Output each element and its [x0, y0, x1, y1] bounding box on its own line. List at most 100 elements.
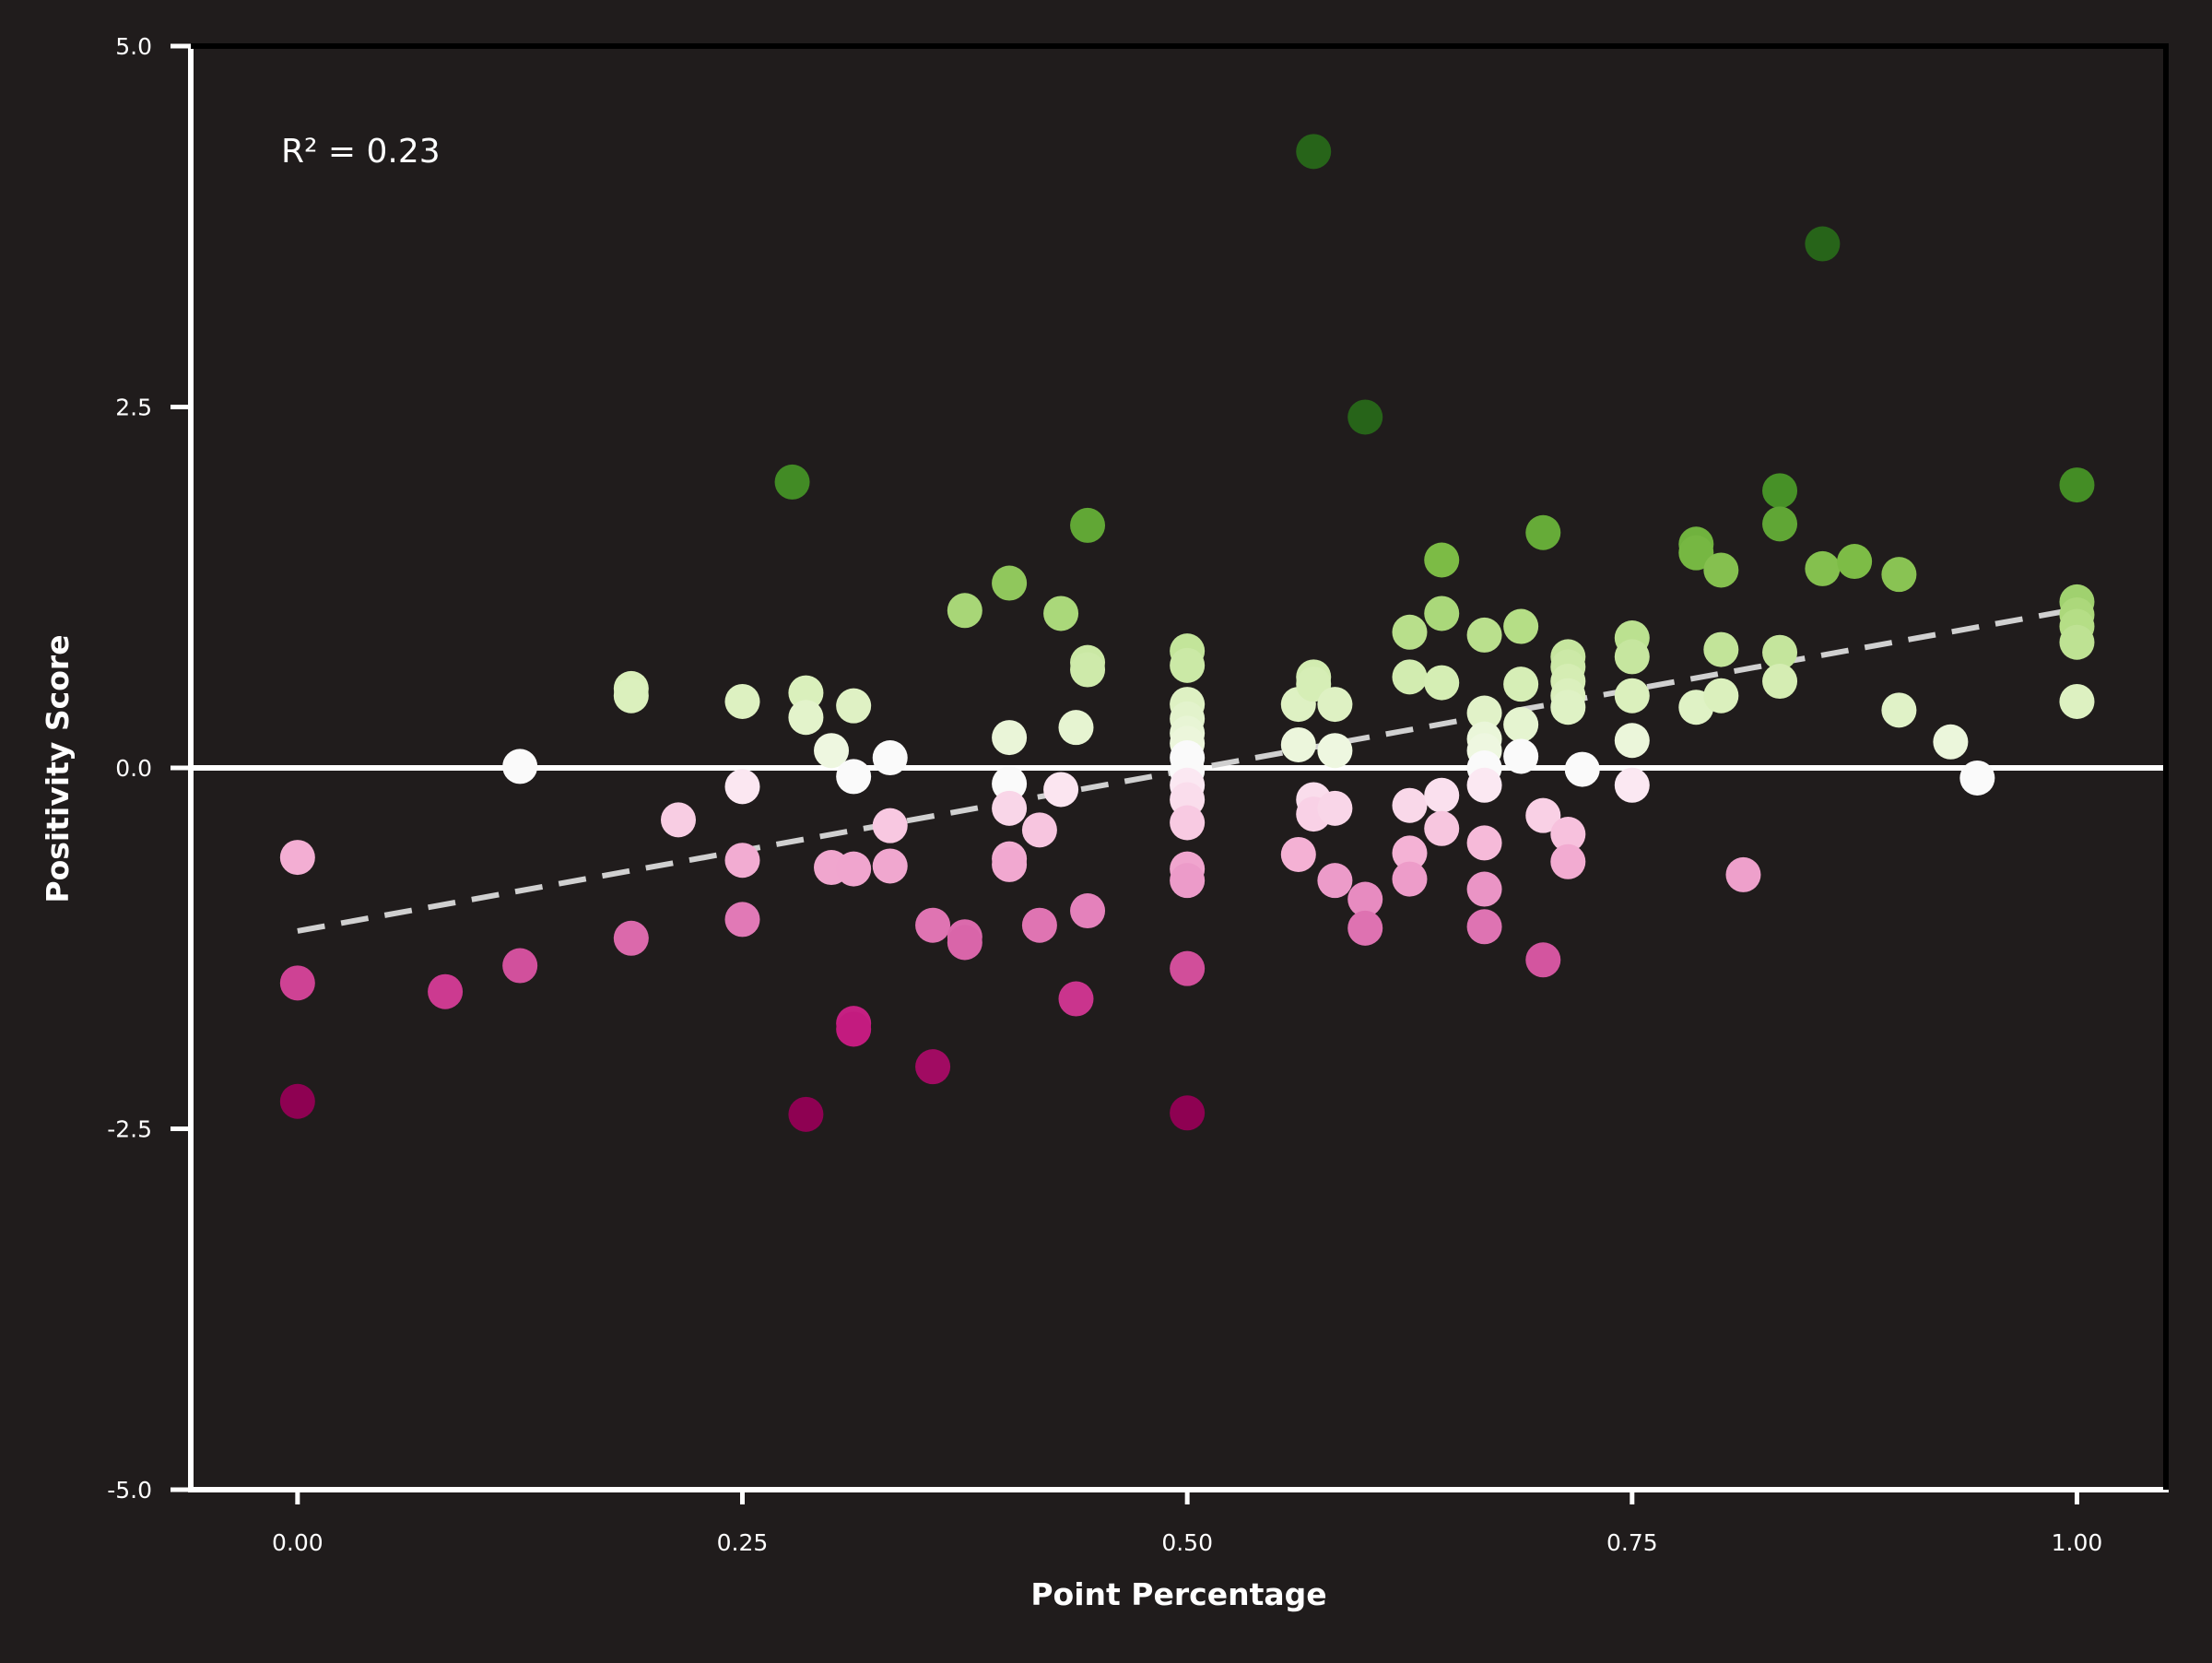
scatter-point	[279, 840, 315, 876]
scatter-point	[1424, 542, 1460, 578]
scatter-point	[1762, 664, 1798, 700]
scatter-point	[1678, 535, 1714, 571]
scatter-point	[1805, 226, 1841, 262]
scatter-point	[724, 683, 760, 719]
scatter-point	[724, 902, 760, 938]
scatter-point	[1725, 856, 1761, 892]
scatter-point	[279, 1083, 315, 1119]
scatter-point	[1466, 617, 1502, 653]
scatter-point	[1424, 596, 1460, 631]
scatter-point	[724, 769, 760, 805]
scatter-point	[1762, 473, 1798, 509]
scatter-point	[1614, 767, 1650, 803]
scatter-point	[1466, 871, 1502, 907]
scatter-point	[1525, 797, 1561, 833]
scatter-point	[788, 700, 824, 736]
scatter-point	[724, 843, 760, 879]
scatter-point	[1525, 514, 1561, 550]
x-tick-label: 0.50	[1161, 1529, 1213, 1556]
scatter-point	[1466, 909, 1502, 945]
scatter-point	[1762, 506, 1798, 542]
axis-ticks: 0.00 0.25 0.50 0.75 1.00 5.0 2.5 0.0 -2.5 -5.0	[107, 33, 2102, 1556]
axes-frame	[188, 43, 2169, 1492]
x-tick-label: 0.00	[272, 1529, 324, 1556]
scatter-point	[1392, 659, 1428, 695]
scatter-point	[1392, 861, 1428, 897]
scatter-point	[1703, 678, 1739, 714]
scatter-point	[1503, 666, 1539, 702]
scatter-point	[1424, 665, 1460, 701]
scatter-point	[1614, 678, 1650, 714]
data-points	[279, 134, 2095, 1132]
scatter-point	[2059, 683, 2095, 719]
scatter-point	[836, 759, 872, 795]
x-tick-label: 1.00	[2052, 1529, 2103, 1556]
scatter-point	[1503, 738, 1539, 774]
scatter-point	[1933, 724, 1969, 760]
scatter-point	[1347, 881, 1383, 917]
scatter-point	[613, 678, 649, 714]
scatter-point	[774, 464, 810, 500]
scatter-point	[1550, 843, 1586, 879]
x-tick-label: 0.25	[717, 1529, 769, 1556]
scatter-point	[502, 749, 538, 784]
scatter-point	[1043, 596, 1079, 631]
y-tick-label: -5.0	[107, 1477, 152, 1504]
scatter-point	[1392, 614, 1428, 650]
scatter-point	[1424, 777, 1460, 813]
scatter-point	[1392, 787, 1428, 823]
y-tick-label: 0.0	[115, 755, 152, 782]
scatter-point	[1525, 942, 1561, 978]
scatter-point	[788, 1096, 824, 1132]
scatter-point	[1762, 634, 1798, 670]
scatter-point	[428, 973, 464, 1009]
scatter-point	[836, 851, 872, 887]
scatter-point	[1170, 647, 1206, 683]
scatter-point	[1070, 507, 1106, 543]
scatter-point	[1021, 907, 1057, 943]
scatter-point	[613, 920, 649, 956]
scatter-point	[1805, 550, 1841, 586]
scatter-point	[872, 808, 908, 843]
scatter-point	[1550, 817, 1586, 853]
x-tick-label: 0.75	[1606, 1529, 1658, 1556]
scatter-point	[836, 1011, 872, 1047]
scatter-point	[915, 907, 951, 943]
scatter-point	[2059, 467, 2095, 503]
scatter-point	[947, 925, 982, 961]
scatter-point	[1070, 652, 1106, 688]
scatter-point	[1296, 134, 1332, 170]
scatter-point	[1043, 772, 1079, 808]
scatter-point	[1466, 695, 1502, 731]
y-tick-label: -2.5	[107, 1116, 152, 1143]
scatter-point	[992, 790, 1028, 826]
scatter-point	[1703, 552, 1739, 588]
scatter-point	[1280, 726, 1316, 762]
scatter-point	[1503, 707, 1539, 743]
scatter-point	[1317, 733, 1353, 769]
scatter-point	[1021, 812, 1057, 848]
r-squared-annotation: R² = 0.23	[281, 133, 441, 171]
scatter-point	[502, 948, 538, 984]
scatter-point	[1614, 723, 1650, 759]
scatter-point	[1959, 760, 1995, 796]
scatter-point	[1703, 631, 1739, 667]
scatter-point	[1466, 825, 1502, 861]
scatter-point	[1564, 751, 1600, 787]
scatter-point	[992, 720, 1028, 756]
scatter-point	[872, 740, 908, 776]
y-tick-label: 2.5	[115, 395, 152, 421]
scatter-point	[1170, 1095, 1206, 1131]
y-axis-title: Positivity Score	[40, 634, 76, 902]
scatter-point	[1280, 836, 1316, 872]
scatter-point	[1424, 810, 1460, 846]
scatter-point	[992, 846, 1028, 882]
y-tick-label: 5.0	[115, 33, 152, 60]
scatter-point	[1317, 687, 1353, 723]
scatter-point	[836, 688, 872, 724]
scatter-point	[992, 565, 1028, 601]
scatter-point	[279, 965, 315, 1001]
